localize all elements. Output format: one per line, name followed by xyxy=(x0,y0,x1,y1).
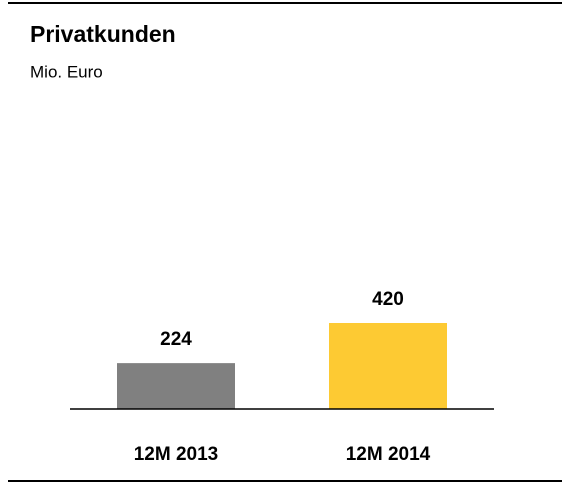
x-tick-label: 12M 2013 xyxy=(134,444,219,465)
chart-subtitle: Mio. Euro xyxy=(30,62,103,81)
bar xyxy=(117,363,235,409)
bar xyxy=(329,323,447,409)
data-label: 420 xyxy=(372,289,404,310)
chart-title: Privatkunden xyxy=(30,21,176,47)
data-label: 224 xyxy=(160,329,192,350)
x-tick-label: 12M 2014 xyxy=(346,444,431,465)
